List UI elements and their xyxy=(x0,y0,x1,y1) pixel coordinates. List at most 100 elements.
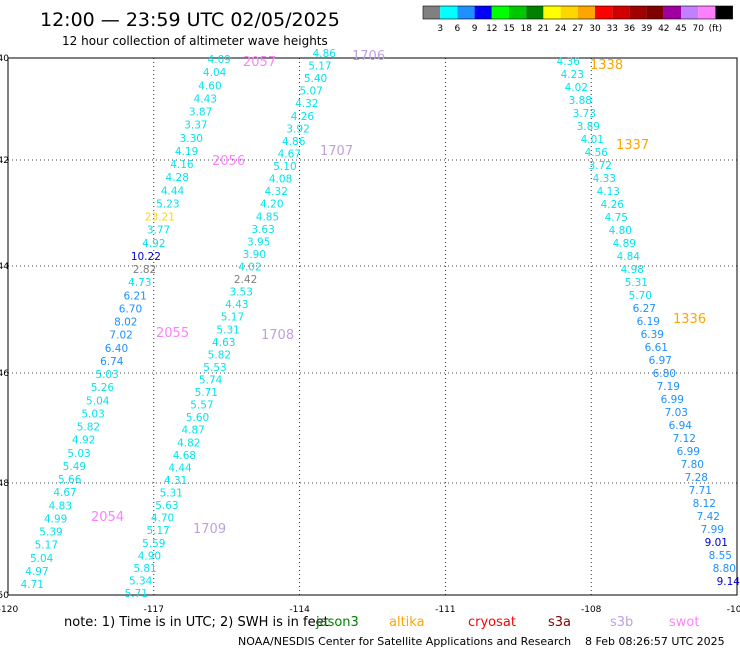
wave-height-label: 5.71 xyxy=(125,588,148,600)
wave-height-label: 5.04 xyxy=(30,553,54,565)
legend-swatch xyxy=(612,6,630,19)
legend-swatch xyxy=(423,6,441,19)
legend-tick-label: 15 xyxy=(503,24,514,34)
wave-height-label: 4.19 xyxy=(175,146,198,158)
wave-height-label: 4.99 xyxy=(44,513,67,525)
wave-height-label: 7.42 xyxy=(697,511,720,523)
wave-height-label: 5.17 xyxy=(308,61,331,73)
wave-height-label: 8.80 xyxy=(713,563,736,575)
wave-height-label: 6.80 xyxy=(653,368,676,380)
wave-height-label: 4.70 xyxy=(151,513,174,525)
wave-height-label: 4.23 xyxy=(561,69,584,81)
wave-height-label: 4.84 xyxy=(617,251,641,263)
wave-height-label: 8.02 xyxy=(114,317,137,329)
wave-height-label: 4.01 xyxy=(581,134,604,146)
wave-height-label: 7.02 xyxy=(109,330,132,342)
satellite-legend-item: cryosat xyxy=(468,615,516,630)
x-tick-label: -105 xyxy=(727,605,740,615)
legend-tick-label: 42 xyxy=(658,24,669,34)
x-tick-label: -117 xyxy=(144,605,164,615)
wave-height-label: 2.42 xyxy=(234,274,257,286)
legend-tick-label: (ft) xyxy=(709,24,723,34)
wave-height-label: 3.87 xyxy=(189,107,212,119)
legend-tick-label: 18 xyxy=(520,24,532,34)
wave-height-label: 5.57 xyxy=(190,400,213,412)
wave-height-label: 4.26 xyxy=(291,111,315,123)
wave-height-label: 5.63 xyxy=(155,500,178,512)
plot-frame xyxy=(7,57,738,596)
wave-height-label: 5.10 xyxy=(273,161,296,173)
wave-height-label: 5.03 xyxy=(67,448,90,460)
wave-height-label: 6.19 xyxy=(637,316,660,328)
legend-swatch xyxy=(577,6,595,19)
wave-height-label: 6.94 xyxy=(669,420,693,432)
wave-height-label: 7.03 xyxy=(665,407,688,419)
wave-height-label: 5.40 xyxy=(304,73,327,85)
y-tick-label: 40 xyxy=(0,54,9,64)
legend-tick-label: 3 xyxy=(437,24,443,34)
pass-number-label: 1709 xyxy=(193,522,226,537)
wave-height-label: 5.39 xyxy=(39,527,62,539)
satellite-legend-item: s3a xyxy=(548,615,571,630)
wave-height-label: 23.21 xyxy=(145,212,175,224)
x-tick-label: -114 xyxy=(289,605,310,615)
wave-height-label: 4.98 xyxy=(621,264,644,276)
legend-swatch xyxy=(440,6,458,19)
wave-height-label: 7.12 xyxy=(673,433,696,445)
wave-height-label: 3.30 xyxy=(180,133,203,145)
legend-tick-label: 6 xyxy=(455,24,461,34)
wave-height-label: 4.31 xyxy=(164,475,187,487)
satellite-legend-item: altika xyxy=(389,615,425,630)
wave-height-label: 9.14 xyxy=(717,576,740,588)
wave-height-label: 4.68 xyxy=(173,450,196,462)
wave-height-label: 5.26 xyxy=(91,382,115,394)
wave-height-label: 6.40 xyxy=(105,343,128,355)
y-tick-label: 42 xyxy=(0,156,9,166)
wave-height-label: 4.86 xyxy=(313,48,337,60)
wave-height-label: 7.28 xyxy=(685,472,708,484)
legend-tick-label: 33 xyxy=(606,24,617,34)
legend-swatch xyxy=(457,6,475,19)
legend-swatch xyxy=(560,6,578,19)
wave-height-label: 4.04 xyxy=(203,67,227,79)
satellite-legend-item: s3b xyxy=(610,615,633,630)
satellite-legend: jason3 altika cryosat s3a s3b swot xyxy=(315,615,699,630)
generation-timestamp: 8 Feb 08:26:57 UTC 2025 xyxy=(585,635,725,648)
wave-height-label: 3.63 xyxy=(251,224,274,236)
wave-height-label: 4.44 xyxy=(168,462,192,474)
pass-number-label: 1336 xyxy=(673,312,706,327)
wave-height-label: 6.61 xyxy=(645,342,668,354)
wave-height-label: 4.08 xyxy=(269,174,292,186)
legend-tick-label: 45 xyxy=(675,24,686,34)
wave-height-label: 4.89 xyxy=(613,238,636,250)
wave-height-label: 6.99 xyxy=(677,446,700,458)
x-tick-label: -111 xyxy=(435,605,455,615)
wave-height-label: 4.09 xyxy=(208,54,231,66)
wave-height-label: 5.03 xyxy=(95,369,118,381)
wave-height-label: 5.74 xyxy=(199,375,223,387)
wave-height-label: 5.04 xyxy=(86,395,110,407)
wave-height-label: 4.86 xyxy=(282,136,306,148)
wave-height-label: 4.28 xyxy=(166,172,189,184)
wave-height-label: 3.88 xyxy=(569,95,592,107)
wave-height-label: 3.90 xyxy=(243,249,266,261)
wave-height-label: 7.19 xyxy=(657,381,680,393)
credit-line: NOAA/NESDIS Center for Satellite Applica… xyxy=(238,635,571,648)
legend-swatch xyxy=(681,6,699,19)
wave-height-label: 8.55 xyxy=(709,550,732,562)
wave-height-label: 5.60 xyxy=(186,412,209,424)
wave-height-label: 3.92 xyxy=(286,123,309,135)
wave-height-label: 5.07 xyxy=(299,86,322,98)
chart-title: 12:00 — 23:59 UTC 02/05/2025 xyxy=(40,9,340,31)
pass-number-label: 1706 xyxy=(352,49,385,64)
wave-height-label: 3.72 xyxy=(589,160,612,172)
wave-height-label: 6.74 xyxy=(100,356,124,368)
legend-swatch xyxy=(663,6,681,19)
legend-tick-label: 39 xyxy=(641,24,653,34)
legend-swatch xyxy=(698,6,716,19)
legend-tick-label: 70 xyxy=(692,24,704,34)
wave-height-label: 4.73 xyxy=(128,277,151,289)
wave-height-label: 3.37 xyxy=(184,120,207,132)
legend-tick-label: 30 xyxy=(589,24,601,34)
satellite-legend-item: swot xyxy=(669,615,699,630)
